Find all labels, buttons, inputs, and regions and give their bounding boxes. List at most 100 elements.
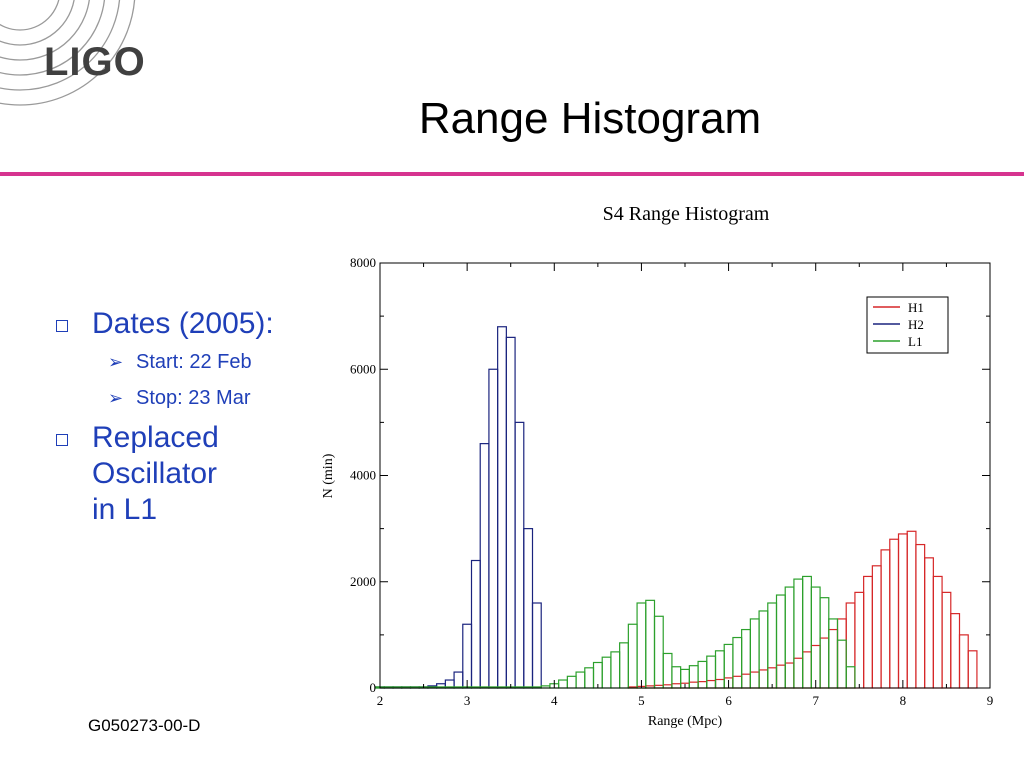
bar-h1: [732, 675, 743, 689]
sub-bullet-stop: ➢ Stop: 23 Mar: [56, 384, 316, 412]
sub-bullet-start-label: Start: 22 Feb: [136, 351, 252, 373]
bar-h1: [845, 602, 856, 689]
bullet-replaced: Replaced Oscillator in L1: [56, 420, 316, 528]
bullet-dates: Dates (2005):: [56, 306, 316, 342]
bar-h1: [871, 565, 882, 689]
bar-l1: [653, 615, 664, 689]
bar-l1: [671, 666, 682, 689]
bar-h1: [836, 618, 847, 689]
bar-h1: [950, 613, 961, 689]
arrow-bullet-icon: ➢: [108, 388, 124, 408]
bar-l1: [775, 594, 786, 689]
bar-h2: [453, 671, 464, 689]
bar-l1: [627, 623, 638, 689]
bar-h1: [819, 637, 830, 689]
bar-h1: [967, 650, 978, 689]
bar-l1: [610, 651, 621, 689]
bar-l1: [836, 639, 847, 689]
bar-h1: [758, 669, 769, 689]
bullet-dates-label: Dates (2005):: [92, 307, 274, 340]
bar-l1: [845, 666, 856, 689]
bullet-replaced-line3: in L1: [92, 493, 158, 526]
y-tick-label: 8000: [350, 255, 376, 270]
title-divider: [0, 172, 1024, 176]
y-tick-label: 6000: [350, 361, 376, 376]
bar-l1: [793, 578, 804, 689]
bar-h1: [854, 591, 865, 689]
bar-h1: [706, 679, 717, 689]
bar-h1: [863, 575, 873, 689]
bar-l1: [732, 636, 743, 689]
bar-h1: [741, 673, 751, 689]
x-tick-label: 9: [987, 693, 994, 708]
x-tick-label: 5: [638, 693, 645, 708]
x-tick-label: 4: [551, 693, 558, 708]
legend-label-h2: H2: [908, 317, 924, 332]
legend: H1 H2 L1: [866, 296, 949, 354]
y-axis-label: N (min): [321, 453, 336, 498]
bar-h1: [828, 628, 839, 689]
x-tick-label: 8: [900, 693, 907, 708]
y-tick-label: 4000: [350, 468, 376, 483]
bar-l1: [706, 655, 717, 689]
bar-l1: [810, 586, 821, 689]
bar-l1: [819, 597, 830, 689]
histogram-bars: [375, 326, 978, 689]
ligo-logo-rings-icon: [0, 0, 136, 106]
bullet-replaced-line1: Replaced: [92, 421, 219, 454]
bar-h1: [671, 683, 682, 689]
axis-ticks: 2 3 4 5 6 7 8 9 0 2000 4000 6000 8000: [350, 255, 993, 708]
bar-l1: [601, 656, 612, 689]
x-axis-label: Range (Mpc): [648, 714, 723, 729]
bar-h1: [697, 681, 708, 689]
bar-h2: [497, 326, 507, 689]
bar-l1: [714, 650, 725, 689]
bar-h1: [932, 575, 943, 689]
bar-h2: [479, 443, 490, 689]
bar-l1: [636, 602, 647, 689]
bar-l1: [784, 586, 795, 689]
bar-h2: [488, 368, 499, 689]
bar-l1: [645, 599, 656, 689]
bar-h1: [749, 671, 760, 689]
bar-h1: [688, 681, 699, 689]
bar-h1: [941, 591, 952, 689]
y-tick-label: 2000: [350, 574, 376, 589]
bar-h2: [462, 623, 473, 689]
bar-h1: [897, 533, 908, 689]
arrow-bullet-icon: ➢: [108, 352, 124, 372]
bar-h1: [958, 634, 969, 689]
sub-bullet-start: ➢ Start: 22 Feb: [56, 348, 316, 376]
ligo-logo: LIGO: [44, 40, 146, 84]
bar-h1: [906, 530, 917, 689]
bar-h1: [714, 678, 725, 689]
bullet-list: Dates (2005): ➢ Start: 22 Feb ➢ Stop: 23…: [56, 306, 316, 534]
x-tick-label: 7: [812, 693, 819, 708]
bar-h1: [924, 557, 934, 689]
bar-h1: [775, 664, 786, 689]
sub-bullet-stop-label: Stop: 23 Mar: [136, 387, 251, 409]
bar-h2: [531, 602, 542, 689]
bar-h1: [880, 549, 891, 689]
bar-h1: [889, 538, 900, 689]
bar-h1: [793, 657, 804, 689]
bar-l1: [619, 642, 629, 689]
bar-h1: [784, 662, 795, 689]
square-bullet-icon: [56, 320, 68, 332]
range-histogram-chart: S4 Range Histogram 2 3 4 5 6 7 8 9 0 2000 4000 6000…: [321, 203, 993, 729]
bar-h1: [915, 543, 926, 689]
bar-l1: [662, 652, 673, 689]
x-tick-label: 6: [725, 693, 732, 708]
page-title: Range Histogram: [418, 94, 762, 143]
square-bullet-icon: [56, 434, 68, 446]
bar-l1: [802, 575, 812, 689]
bar-h1: [802, 651, 812, 689]
bar-h2: [514, 421, 525, 689]
bullet-replaced-line2: Oscillator: [92, 457, 218, 490]
bar-l1: [758, 610, 769, 689]
bar-h2: [505, 336, 516, 689]
bar-l1: [749, 618, 760, 689]
chart-title: S4 Range Histogram: [603, 203, 770, 225]
bar-l1: [575, 671, 586, 689]
bar-l1: [697, 660, 708, 689]
